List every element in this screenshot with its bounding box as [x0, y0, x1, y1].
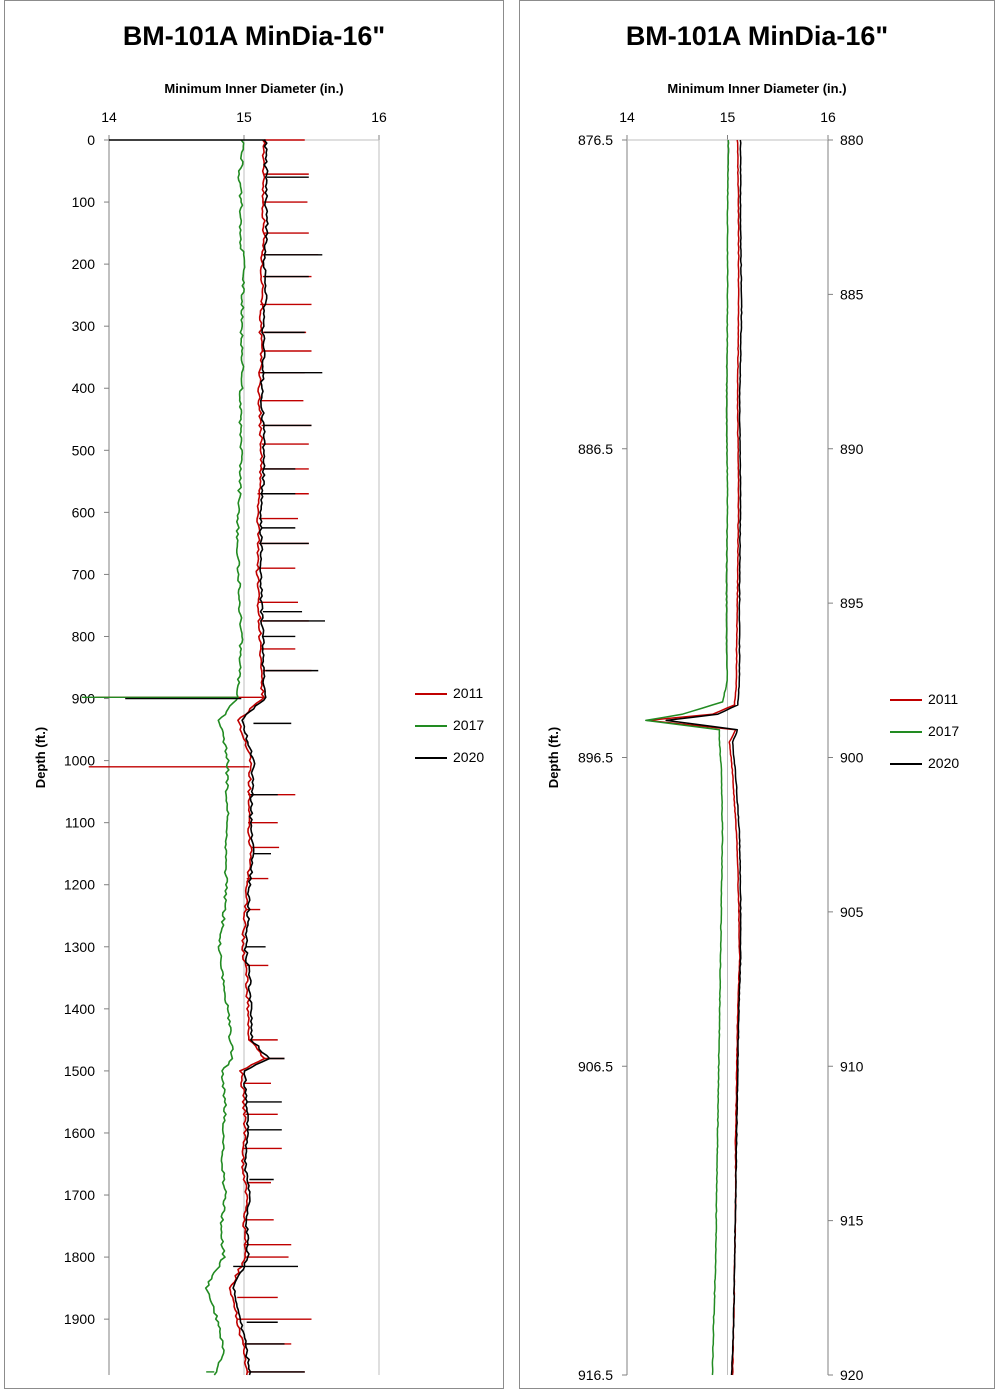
series-line-2017	[204, 139, 246, 1376]
series-line-2017	[645, 139, 730, 1376]
y-tick-label: 1100	[65, 815, 95, 831]
series-line-2011	[228, 139, 267, 1376]
x-axis-title-right: Minimum Inner Diameter (in.)	[667, 81, 847, 96]
y2-tick-label: 905	[840, 904, 864, 920]
y-tick-label: 1200	[64, 877, 95, 893]
y-tick-label: 1300	[64, 939, 95, 955]
chart-title-left: BM-101A MinDia-16"	[122, 21, 386, 51]
legend-swatch	[415, 693, 447, 695]
series-line-2011	[646, 139, 741, 1376]
y2-tick-label: 880	[840, 132, 864, 148]
y-tick-label: 1600	[64, 1125, 95, 1141]
y-tick-label: 900	[72, 691, 96, 707]
y-tick-label: 906.5	[578, 1058, 613, 1074]
y-tick-label: 896.5	[578, 750, 613, 766]
chart-title-right: BM-101A MinDia-16"	[625, 21, 889, 51]
y-tick-label: 0	[87, 132, 95, 148]
y-tick-label: 400	[72, 380, 96, 396]
x-tick-label: 16	[371, 109, 387, 125]
legend-label: 2011	[453, 685, 484, 701]
y-axis-title: Depth (ft.)	[33, 727, 48, 788]
y-tick-label: 1700	[64, 1187, 95, 1203]
y-tick-label: 916.5	[578, 1367, 613, 1383]
y-tick-label: 800	[72, 628, 96, 644]
y-tick-label: 1400	[64, 1001, 95, 1017]
chart-panel-left: BM-101A MinDia-16" Minimum Inner Diamete…	[4, 0, 504, 1389]
y-tick-label: 1800	[64, 1249, 95, 1265]
y2-tick-label: 915	[840, 1213, 864, 1229]
depth-chart-left: 14 15 16 0 100 200 300 400 500 600 700 800 900 1000 11…	[33, 109, 387, 1376]
y2-tick-label: 920	[840, 1367, 864, 1383]
legend-label: 2020	[453, 749, 485, 765]
legend-swatch	[415, 757, 447, 759]
series-line-2020	[665, 139, 743, 1376]
y-tick-label: 200	[72, 256, 96, 272]
y-tick-label: 1500	[64, 1063, 95, 1079]
y2-tick-label: 890	[840, 441, 864, 457]
y2-tick-label: 910	[840, 1058, 864, 1074]
legend-label: 2017	[453, 717, 485, 733]
legend-swatch	[890, 699, 922, 701]
y2-tick-label: 895	[840, 595, 864, 611]
y-tick-label: 600	[72, 504, 96, 520]
y2-tick-label: 900	[840, 750, 864, 766]
x-axis-title-left: Minimum Inner Diameter (in.)	[164, 81, 344, 96]
y-tick-label: 700	[72, 566, 96, 582]
x-tick-label: 16	[820, 109, 836, 125]
x-tick-label: 15	[236, 109, 252, 125]
x-tick-label: 14	[619, 109, 635, 125]
y-axis-title: Depth (ft.)	[546, 727, 561, 788]
legend-label: 2011	[928, 691, 959, 707]
legend-swatch	[890, 763, 922, 765]
y-tick-label: 1000	[64, 753, 95, 769]
y2-tick-label: 885	[840, 286, 864, 302]
y-tick-label: 1900	[64, 1311, 95, 1327]
legend-swatch	[415, 725, 447, 727]
y-tick-label: 500	[72, 442, 96, 458]
y-tick-label: 876.5	[578, 132, 613, 148]
series-line-2020	[232, 139, 271, 1376]
depth-chart-right: 14 15 16 876.5 886.5 896.5 906.5 916.5 880 885 890…	[546, 109, 864, 1383]
legend-label: 2020	[928, 755, 960, 771]
x-tick-label: 14	[101, 109, 117, 125]
x-tick-label: 15	[720, 109, 736, 125]
y-tick-label: 100	[72, 194, 96, 210]
y-tick-label: 886.5	[578, 441, 613, 457]
y-tick-label: 300	[72, 318, 96, 334]
chart-panel-right: BM-101A MinDia-16" Minimum Inner Diamete…	[519, 0, 995, 1389]
legend-label: 2017	[928, 723, 960, 739]
legend-swatch	[890, 731, 922, 733]
